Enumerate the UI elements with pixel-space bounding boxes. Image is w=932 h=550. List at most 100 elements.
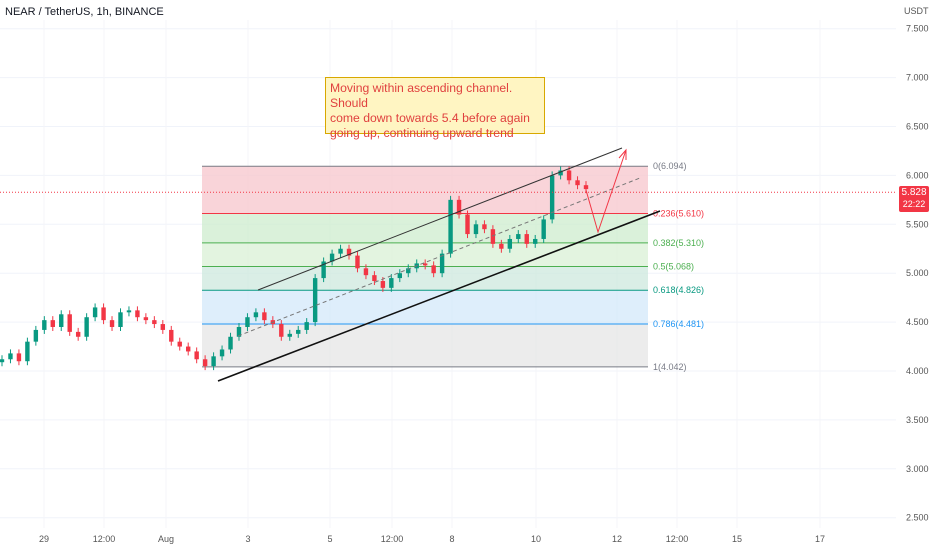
- candle-body: [194, 351, 199, 360]
- x-tick-label: 12:00: [381, 534, 404, 544]
- x-tick-label: 12: [612, 534, 622, 544]
- candle-body: [67, 314, 72, 332]
- candle-body: [75, 331, 81, 337]
- y-tick-label: 6.000: [906, 170, 929, 180]
- projection-arrowhead: [618, 148, 627, 160]
- candle-body: [566, 170, 572, 181]
- candle-body: [490, 229, 496, 244]
- candle-body: [118, 312, 123, 327]
- candle-body: [186, 346, 191, 352]
- x-tick-label: 8: [449, 534, 454, 544]
- candle-body: [135, 310, 140, 318]
- fib-zone: [202, 213, 648, 243]
- candle-body: [211, 356, 216, 367]
- channel-upper-line: [257, 147, 623, 291]
- candle-body: [541, 219, 546, 239]
- candle-body: [152, 320, 157, 325]
- annotation-line: come down towards 5.4 before again: [330, 111, 530, 125]
- candle-body: [439, 253, 445, 274]
- candle-body: [431, 265, 436, 274]
- y-tick-label: 5.500: [906, 219, 929, 229]
- candle-body: [389, 278, 394, 288]
- candle-body: [499, 243, 504, 249]
- fib-zone: [202, 242, 648, 267]
- y-tick-label: 7.500: [906, 24, 929, 34]
- candle-body: [406, 268, 411, 274]
- current-price: 5.828: [901, 187, 927, 198]
- x-tick-label: 29: [39, 534, 49, 544]
- candle-body: [321, 261, 326, 279]
- y-tick-label: 4.500: [906, 317, 929, 327]
- candle-body: [473, 224, 479, 235]
- candle-body: [355, 255, 360, 269]
- y-tick-label: 3.000: [906, 464, 929, 474]
- fib-zone: [202, 166, 648, 214]
- fib-level-label: 0.236(5.610): [653, 209, 704, 219]
- candle-body: [219, 349, 225, 357]
- projection-arrow: [585, 149, 627, 234]
- candle-body: [101, 307, 106, 321]
- fib-zone: [202, 266, 648, 291]
- candle-body: [422, 263, 428, 266]
- y-tick-label: 7.000: [906, 73, 929, 83]
- candle-body: [126, 310, 132, 313]
- candle-body: [228, 336, 233, 350]
- fib-level-label: 0.618(4.826): [653, 285, 704, 295]
- annotation-line: going up, continuing upward trend: [330, 126, 514, 140]
- candle-body: [507, 238, 513, 249]
- candle-body: [84, 317, 89, 337]
- y-tick-label: 3.500: [906, 415, 929, 425]
- candle-body: [16, 353, 22, 362]
- candle-body: [346, 248, 352, 256]
- x-tick-label: 17: [815, 534, 825, 544]
- candle-body: [50, 320, 55, 327]
- candle-body: [253, 312, 259, 318]
- candle-body: [8, 353, 13, 360]
- candle-body: [583, 185, 589, 190]
- y-tick-label: 2.500: [906, 513, 929, 523]
- fib-level-label: 0.382(5.310): [653, 238, 704, 248]
- candle-body: [533, 238, 538, 244]
- channel-mid-line: [237, 177, 641, 337]
- y-tick-label: 5.000: [906, 268, 929, 278]
- x-tick-label: 3: [245, 534, 250, 544]
- candle-body: [59, 314, 64, 327]
- candle-body: [304, 322, 309, 330]
- candle-body: [92, 307, 98, 318]
- fib-zone: [202, 323, 648, 367]
- annotation-line: Moving within ascending channel. Should: [330, 81, 513, 110]
- x-tick-label: 15: [732, 534, 742, 544]
- candle-body: [549, 175, 555, 220]
- candle-body: [287, 333, 292, 337]
- candle-body: [143, 317, 149, 321]
- annotation-note[interactable]: Moving within ascending channel. Should …: [325, 77, 545, 140]
- candle-body: [329, 253, 335, 262]
- candle-body: [456, 199, 462, 215]
- current-price-badge: 5.828 22:22: [899, 186, 929, 212]
- candle-body: [524, 234, 529, 244]
- candle-body: [109, 320, 115, 327]
- candle-body: [0, 359, 5, 363]
- candle-body: [482, 224, 487, 230]
- candle-body: [202, 359, 208, 367]
- y-tick-label: 6.500: [906, 122, 929, 132]
- currency-label: USDT: [904, 6, 929, 16]
- x-tick-label: 12:00: [93, 534, 116, 544]
- x-tick-label: Aug: [158, 534, 174, 544]
- candle-body: [575, 180, 580, 186]
- chart-title: NEAR / TetherUS, 1h, BINANCE: [5, 6, 164, 18]
- fib-zone: [202, 290, 648, 324]
- fib-level-label: 0(6.094): [653, 161, 687, 171]
- fib-level-label: 0.5(5.068): [653, 262, 694, 272]
- channel-lower-line: [217, 210, 661, 382]
- candle-body: [236, 326, 242, 337]
- candle-body: [558, 170, 563, 176]
- x-tick-label: 10: [531, 534, 541, 544]
- candle-body: [33, 329, 39, 342]
- candle-body: [448, 199, 453, 254]
- candle-body: [380, 281, 386, 288]
- candle-body: [42, 320, 47, 330]
- candle-body: [296, 329, 301, 334]
- fib-level-label: 0.786(4.481): [653, 319, 704, 329]
